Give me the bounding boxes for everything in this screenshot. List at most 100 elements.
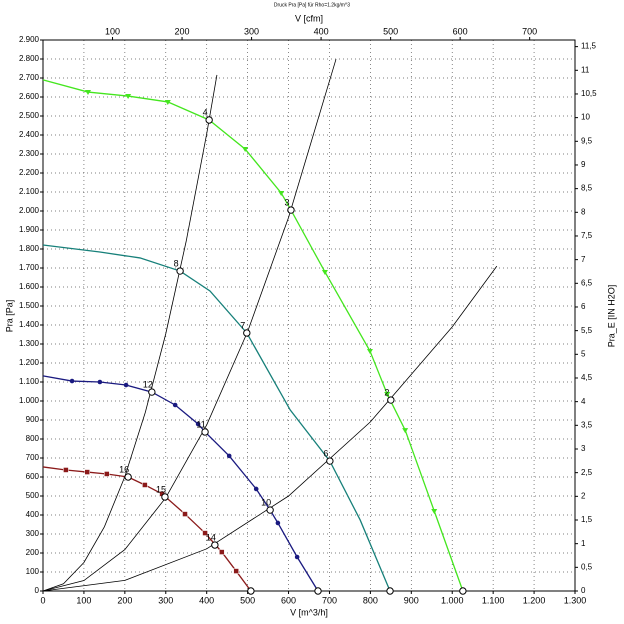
operating-point-label: 2 — [384, 387, 389, 397]
curve — [42, 59, 337, 592]
marker — [242, 147, 249, 153]
y2-tick-label: 10 — [581, 113, 590, 122]
operating-point — [266, 506, 274, 514]
operating-point — [243, 329, 251, 337]
y-tick-label: 2.000 — [19, 206, 40, 215]
marker — [182, 511, 188, 517]
y2-tick-label: 8,5 — [581, 184, 593, 193]
marker — [402, 428, 409, 434]
marker — [123, 382, 129, 388]
marker — [275, 520, 281, 526]
operating-point — [247, 587, 255, 595]
y-tick-label: 2.100 — [19, 187, 40, 196]
operating-point — [124, 473, 132, 481]
marker — [321, 269, 328, 275]
operating-point-label: 6 — [323, 448, 328, 458]
y2-tick-label: 10,5 — [581, 89, 597, 98]
y-tick-label: 700 — [26, 453, 40, 462]
operating-point-label: 11 — [196, 419, 205, 429]
marker — [84, 469, 90, 475]
marker — [104, 471, 110, 477]
x-tick-label: 700 — [322, 595, 337, 605]
x-tick-label: 1.100 — [482, 595, 505, 605]
operating-point-label: 8 — [174, 258, 179, 268]
y-tick-label: 1.800 — [19, 244, 40, 253]
x2-axis-label: V [cfm] — [295, 13, 323, 23]
operating-point-label: 7 — [240, 320, 245, 330]
operating-point — [211, 541, 219, 549]
operating-point — [459, 587, 467, 595]
x-axis-label: V [m^3/h] — [290, 607, 328, 617]
marker — [253, 486, 259, 492]
operating-point-label: 12 — [143, 379, 153, 389]
y2-tick-label: 4 — [581, 397, 586, 406]
y2-tick-label: 1 — [581, 539, 586, 548]
x-tick-label: 200 — [117, 595, 132, 605]
y-tick-label: 1.100 — [19, 377, 40, 386]
marker — [366, 349, 373, 355]
y2-tick-label: 7 — [581, 255, 586, 264]
x-tick-label: 100 — [76, 595, 91, 605]
y2-tick-label: 11,5 — [581, 42, 597, 51]
y2-tick-label: 3 — [581, 444, 586, 453]
x-tick-label: 800 — [363, 595, 378, 605]
y-tick-label: 400 — [26, 510, 40, 519]
x2-tick-label: 100 — [105, 26, 120, 36]
y-tick-label: 100 — [26, 567, 40, 576]
y-tick-label: 1.500 — [19, 301, 40, 310]
x-tick-label: 900 — [404, 595, 419, 605]
operating-point-label: 10 — [261, 497, 271, 507]
operating-point — [205, 116, 213, 124]
y-tick-label: 900 — [26, 415, 40, 424]
operating-point — [176, 267, 184, 275]
x-tick-label: 0 — [40, 595, 45, 605]
marker — [431, 509, 438, 515]
marker — [85, 90, 92, 96]
marker — [294, 554, 300, 560]
y-tick-label: 2.700 — [19, 73, 40, 82]
curve — [42, 375, 319, 592]
y-tick-label: 2.400 — [19, 130, 40, 139]
y2-tick-label: 9 — [581, 160, 586, 169]
y2-tick-label: 4,5 — [581, 373, 593, 382]
marker — [172, 402, 178, 408]
y2-tick-label: 1,5 — [581, 515, 593, 524]
curve — [42, 74, 218, 592]
operating-point — [314, 587, 322, 595]
marker — [384, 391, 391, 397]
operating-point — [161, 493, 169, 501]
y2-tick-label: 5,5 — [581, 326, 593, 335]
x2-tick-label: 600 — [453, 26, 468, 36]
marker — [125, 94, 132, 100]
x-tick-label: 600 — [281, 595, 296, 605]
y2-tick-label: 2 — [581, 491, 586, 500]
y-tick-label: 300 — [26, 529, 40, 538]
x2-tick-label: 400 — [314, 26, 329, 36]
chart-title: Druck Pra [Pa] für Rho=1.2kg/m^3 — [274, 2, 350, 8]
y-tick-label: 1.900 — [19, 225, 40, 234]
curve — [42, 244, 391, 592]
marker — [195, 421, 201, 427]
y2-tick-label: 7,5 — [581, 231, 593, 240]
x-tick-label: 300 — [158, 595, 173, 605]
marker — [233, 568, 239, 574]
curve — [42, 265, 498, 592]
y-tick-label: 800 — [26, 434, 40, 443]
operating-point — [201, 428, 209, 436]
y-tick-label: 1.400 — [19, 320, 40, 329]
operating-point — [326, 457, 334, 465]
y-tick-label: 200 — [26, 548, 40, 557]
y2-tick-label: 0 — [581, 586, 586, 595]
x2-tick-label: 500 — [383, 26, 398, 36]
x-tick-label: 500 — [240, 595, 255, 605]
marker — [226, 453, 232, 459]
curve — [42, 79, 464, 592]
y-tick-label: 600 — [26, 472, 40, 481]
y-tick-label: 0 — [35, 586, 40, 595]
y-tick-label: 1.600 — [19, 282, 40, 291]
y-tick-label: 1.200 — [19, 358, 40, 367]
y-tick-label: 2.500 — [19, 111, 40, 120]
y2-tick-label: 6,5 — [581, 278, 593, 287]
x-tick-label: 1.200 — [523, 595, 546, 605]
